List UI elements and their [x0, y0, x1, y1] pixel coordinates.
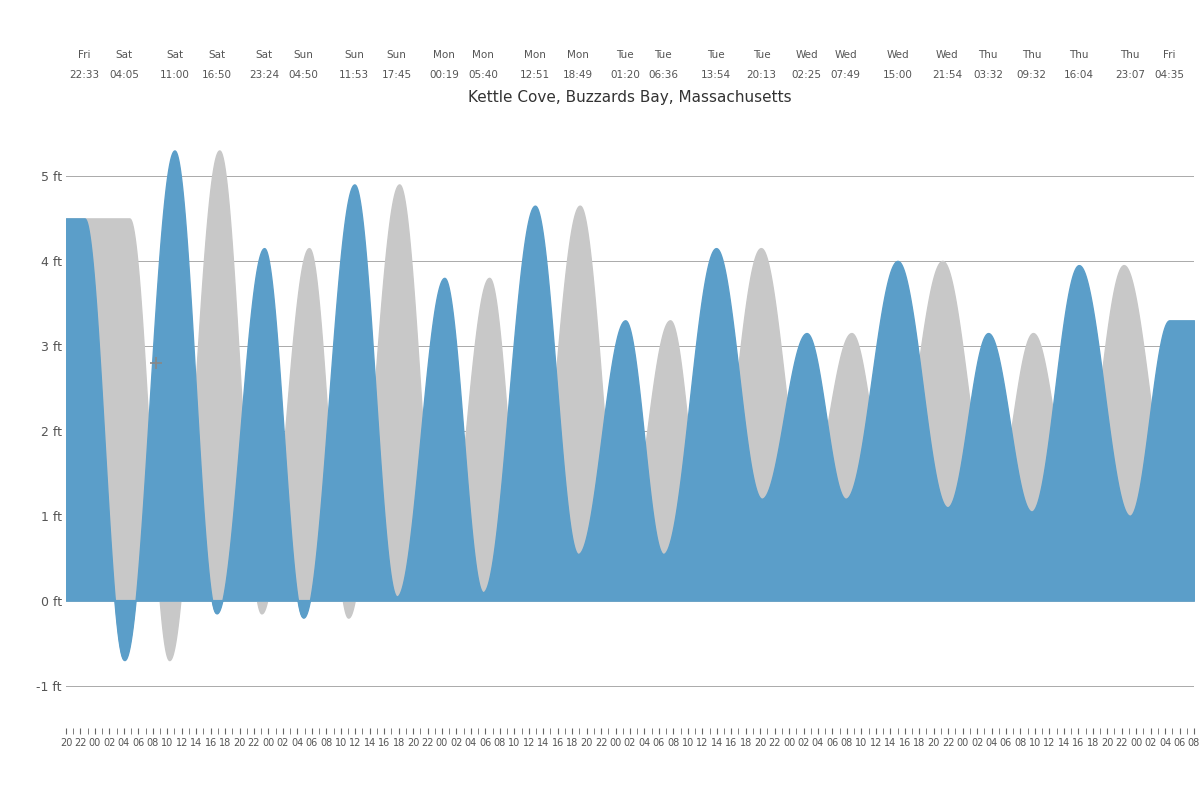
- Text: Mon: Mon: [524, 50, 546, 60]
- Text: Thu: Thu: [1021, 50, 1042, 60]
- Text: Tue: Tue: [707, 50, 725, 60]
- Text: Wed: Wed: [936, 50, 959, 60]
- Text: 07:49: 07:49: [830, 70, 860, 80]
- Text: Thu: Thu: [1120, 50, 1140, 60]
- Text: 20:13: 20:13: [746, 70, 776, 80]
- Text: 18:49: 18:49: [563, 70, 593, 80]
- Text: 03:32: 03:32: [973, 70, 1003, 80]
- Text: Sat: Sat: [256, 50, 272, 60]
- Text: Wed: Wed: [887, 50, 908, 60]
- Text: 09:32: 09:32: [1016, 70, 1046, 80]
- Text: Tue: Tue: [654, 50, 672, 60]
- Text: 15:00: 15:00: [883, 70, 912, 80]
- Text: 11:53: 11:53: [340, 70, 370, 80]
- Text: Sat: Sat: [116, 50, 133, 60]
- Text: 06:36: 06:36: [648, 70, 678, 80]
- Text: Sat: Sat: [166, 50, 184, 60]
- Text: 23:07: 23:07: [1115, 70, 1145, 80]
- Text: 12:51: 12:51: [520, 70, 550, 80]
- Text: Fri: Fri: [78, 50, 91, 60]
- Text: 23:24: 23:24: [250, 70, 280, 80]
- Text: Sun: Sun: [294, 50, 313, 60]
- Title: Kettle Cove, Buzzards Bay, Massachusetts: Kettle Cove, Buzzards Bay, Massachusetts: [468, 90, 792, 106]
- Text: Sun: Sun: [386, 50, 407, 60]
- Text: 13:54: 13:54: [701, 70, 731, 80]
- Text: Mon: Mon: [568, 50, 589, 60]
- Text: 16:50: 16:50: [202, 70, 232, 80]
- Text: Tue: Tue: [752, 50, 770, 60]
- Text: Sun: Sun: [344, 50, 365, 60]
- Text: 11:00: 11:00: [160, 70, 190, 80]
- Text: 17:45: 17:45: [382, 70, 412, 80]
- Text: Wed: Wed: [834, 50, 857, 60]
- Text: 05:40: 05:40: [468, 70, 498, 80]
- Text: Thu: Thu: [978, 50, 998, 60]
- Text: 01:20: 01:20: [611, 70, 640, 80]
- Text: 02:25: 02:25: [792, 70, 822, 80]
- Text: 22:33: 22:33: [70, 70, 100, 80]
- Text: Thu: Thu: [1069, 50, 1088, 60]
- Text: 16:04: 16:04: [1064, 70, 1094, 80]
- Text: 04:05: 04:05: [109, 70, 139, 80]
- Text: Mon: Mon: [472, 50, 494, 60]
- Text: 00:19: 00:19: [430, 70, 460, 80]
- Text: 04:35: 04:35: [1154, 70, 1184, 80]
- Text: Tue: Tue: [617, 50, 634, 60]
- Text: Wed: Wed: [796, 50, 818, 60]
- Text: Sat: Sat: [208, 50, 226, 60]
- Text: Mon: Mon: [433, 50, 455, 60]
- Text: 21:54: 21:54: [932, 70, 962, 80]
- Text: Fri: Fri: [1163, 50, 1176, 60]
- Text: 04:50: 04:50: [288, 70, 318, 80]
